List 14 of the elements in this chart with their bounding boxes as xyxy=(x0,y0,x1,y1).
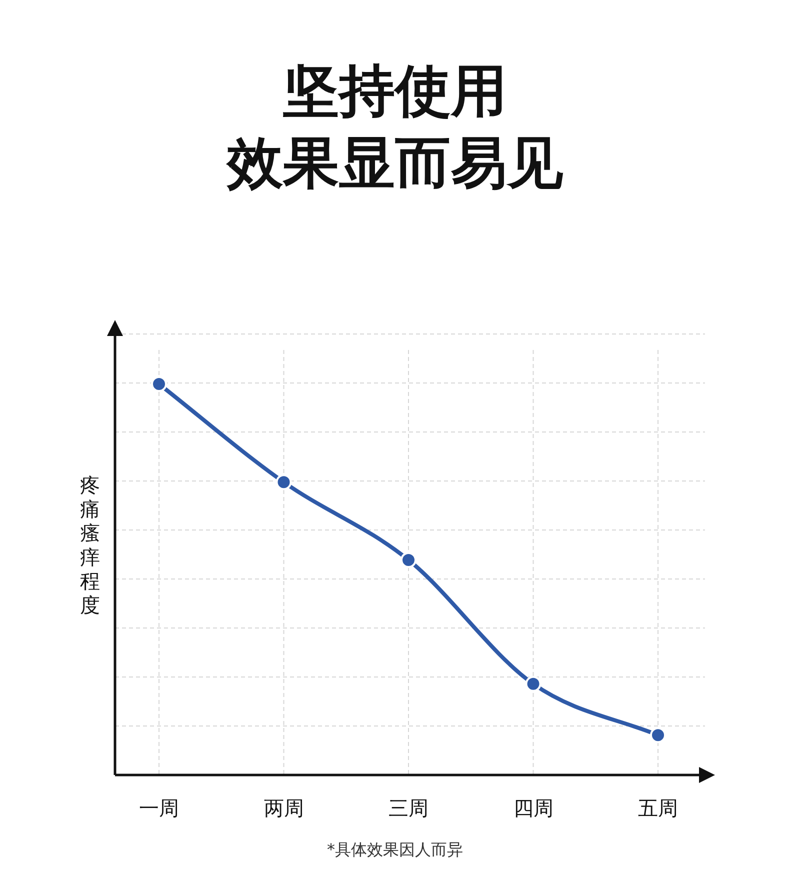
point xyxy=(650,727,666,744)
text: *具体效果因人而异 xyxy=(327,840,463,859)
x-tick-label: 一周 xyxy=(139,796,179,820)
x-tick-label: 五周 xyxy=(638,796,678,820)
chart-subtitle: 效果显而易见 xyxy=(225,131,564,196)
point xyxy=(151,376,167,392)
point xyxy=(525,676,542,692)
y-axis-title: 疼痛瘙痒程度 xyxy=(80,473,100,617)
x-tick-label: 三周 xyxy=(388,796,428,820)
point xyxy=(400,552,416,568)
x-tick-label: 四周 xyxy=(513,796,554,820)
chart-title: 坚持使用 xyxy=(282,59,507,124)
point xyxy=(276,474,292,490)
x-tick-label: 两周 xyxy=(264,796,304,820)
